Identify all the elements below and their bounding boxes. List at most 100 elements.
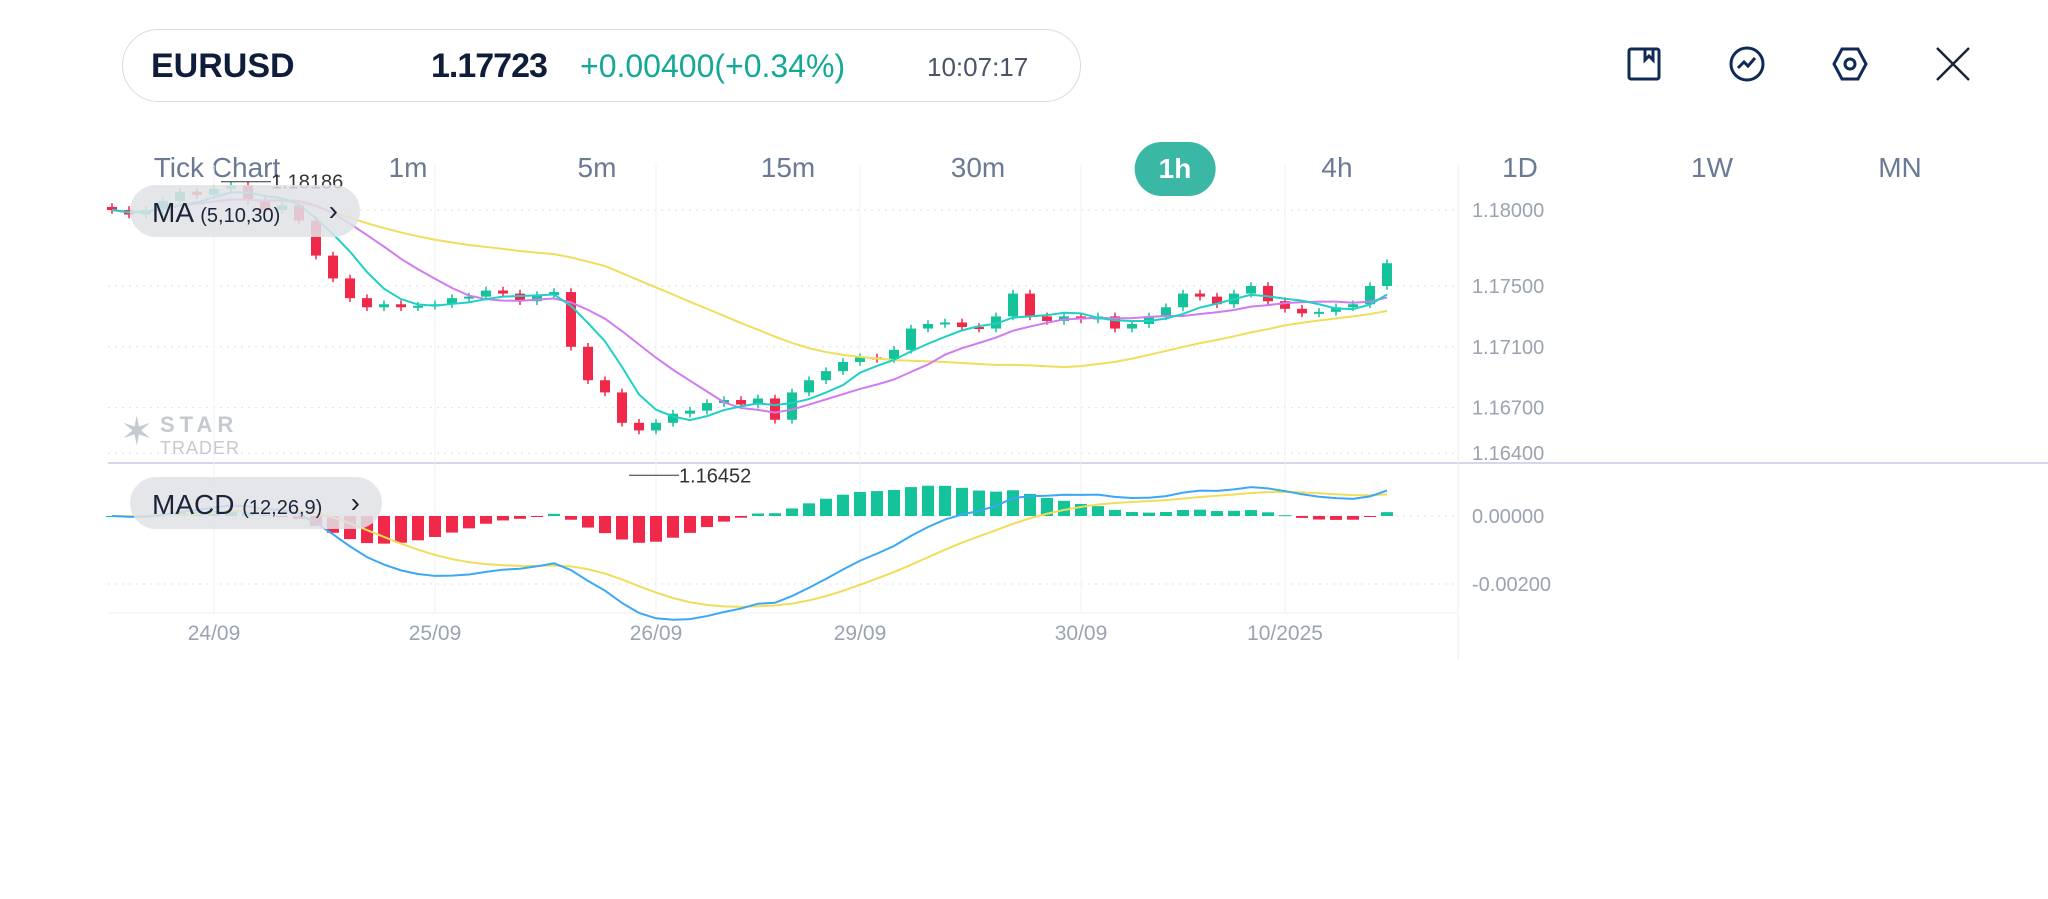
candle-down [1025,293,1035,317]
candle-down [974,327,984,330]
candle-down [498,290,508,294]
time-tick-label: 10/2025 [1247,622,1323,645]
symbol: EURUSD [151,47,295,85]
indicator-chart-icon[interactable] [1729,46,1765,82]
candle-up [787,392,797,420]
candle-up [821,371,831,381]
candle-down [617,392,627,423]
candle-down [396,304,406,308]
price-tick-label: 1.17500 [1472,276,1544,298]
tab-30m[interactable]: 30m [950,152,1006,183]
macd-bar-negative [395,516,407,543]
price-change: +0.00400(+0.34%) [580,48,846,84]
candle-up [379,304,389,308]
star-trader-watermark: ✶ STAR TRADER [120,412,241,459]
macd-bar-positive [1262,512,1274,516]
time-tick-label: 26/09 [630,622,683,645]
macd-bar-negative [480,516,492,524]
macd-bar-positive [1194,509,1206,516]
time-tick-label: 30/09 [1055,622,1108,645]
macd-bar-positive [548,513,560,516]
macd-bar-positive [1177,510,1189,516]
macd-bar-negative [497,516,509,521]
settings-hex-icon[interactable] [1832,46,1868,82]
candle-up [668,413,678,423]
candle-down [345,278,355,299]
macd-bar-negative [616,516,628,540]
macd-bar-positive [854,491,866,516]
macd-bar-positive [1143,512,1155,516]
macd-bar-positive [1126,512,1138,516]
tab-4h[interactable]: 4h [1321,152,1353,183]
candle-up [413,305,423,308]
candle-down [736,400,746,405]
macd-bar-positive [1211,511,1223,516]
low-price-label: 1.16452 [679,465,751,487]
ma-legend-pill[interactable]: MA (5,10,30) › [130,185,360,237]
candle-up [1161,307,1171,317]
macd-bar-negative [514,516,526,519]
macd-bar-negative [565,516,577,520]
macd-bar-negative [1296,516,1308,518]
macd-bar-positive [1160,511,1172,516]
candle-up [447,298,457,305]
candle-down [362,298,372,308]
candle-down [770,398,780,420]
macd-bar-positive [1041,497,1053,516]
tab-mn[interactable]: MN [1878,152,1922,183]
tab-5m[interactable]: 5m [577,152,617,183]
watermark-line2: TRADER [160,438,241,458]
macd-bar-negative [1364,516,1376,517]
macd-bar-negative [531,516,543,517]
macd-bar-negative [1347,516,1359,520]
macd-bar-positive [922,485,934,516]
candle-up [685,410,695,414]
macd-name: MACD [152,489,235,520]
candle-up [1348,304,1358,308]
macd-bar-negative [1313,516,1325,520]
candle-down [1297,308,1307,314]
candle-down [1212,296,1222,305]
price-tick-label: 1.16400 [1472,443,1544,465]
tab-tick-chart[interactable]: Tick Chart [153,152,281,183]
macd-bar-positive [888,489,900,516]
candle-up [1314,311,1324,314]
candle-up [1246,286,1256,294]
candle-down [1280,301,1290,309]
macd-bar-positive [871,491,883,516]
tab-15m[interactable]: 15m [760,152,816,183]
macd-bar-positive [1245,510,1257,516]
macd-bar-negative [599,516,611,534]
macd-legend-pill[interactable]: MACD (12,26,9) › [130,477,382,529]
candle-down [1110,316,1120,329]
candle-down [1195,293,1205,297]
candle-up [1127,324,1137,329]
candle-up [753,398,763,405]
candle-up [702,403,712,411]
macd-bar-negative [735,516,747,518]
tab-1w[interactable]: 1W [1691,152,1733,183]
macd-bar-positive [1279,515,1291,517]
macd-bar-positive [786,508,798,516]
candle-up [855,357,865,362]
macd-tick-label: -0.00200 [1472,574,1551,596]
candle-up [923,324,933,329]
tab-1h[interactable]: 1h [1134,142,1216,196]
time-tick-label: 24/09 [188,622,241,645]
time-tick-label: 29/09 [834,622,887,645]
macd-bar-positive [837,494,849,516]
candle-down [328,255,338,279]
ma-name: MA [152,197,193,228]
watermark-line1: STAR [160,412,239,437]
macd-bar-negative [650,516,662,542]
candle-up [1382,263,1392,286]
macd-bar-positive [1007,490,1019,516]
tab-1d[interactable]: 1D [1502,152,1538,183]
macd-bar-negative [1330,516,1342,520]
candle-up [1178,293,1188,308]
bookmark-icon[interactable] [1626,46,1662,82]
tab-1m[interactable]: 1m [388,152,428,183]
close-icon[interactable] [1935,46,1971,82]
last-price: 1.17723 [431,47,548,85]
